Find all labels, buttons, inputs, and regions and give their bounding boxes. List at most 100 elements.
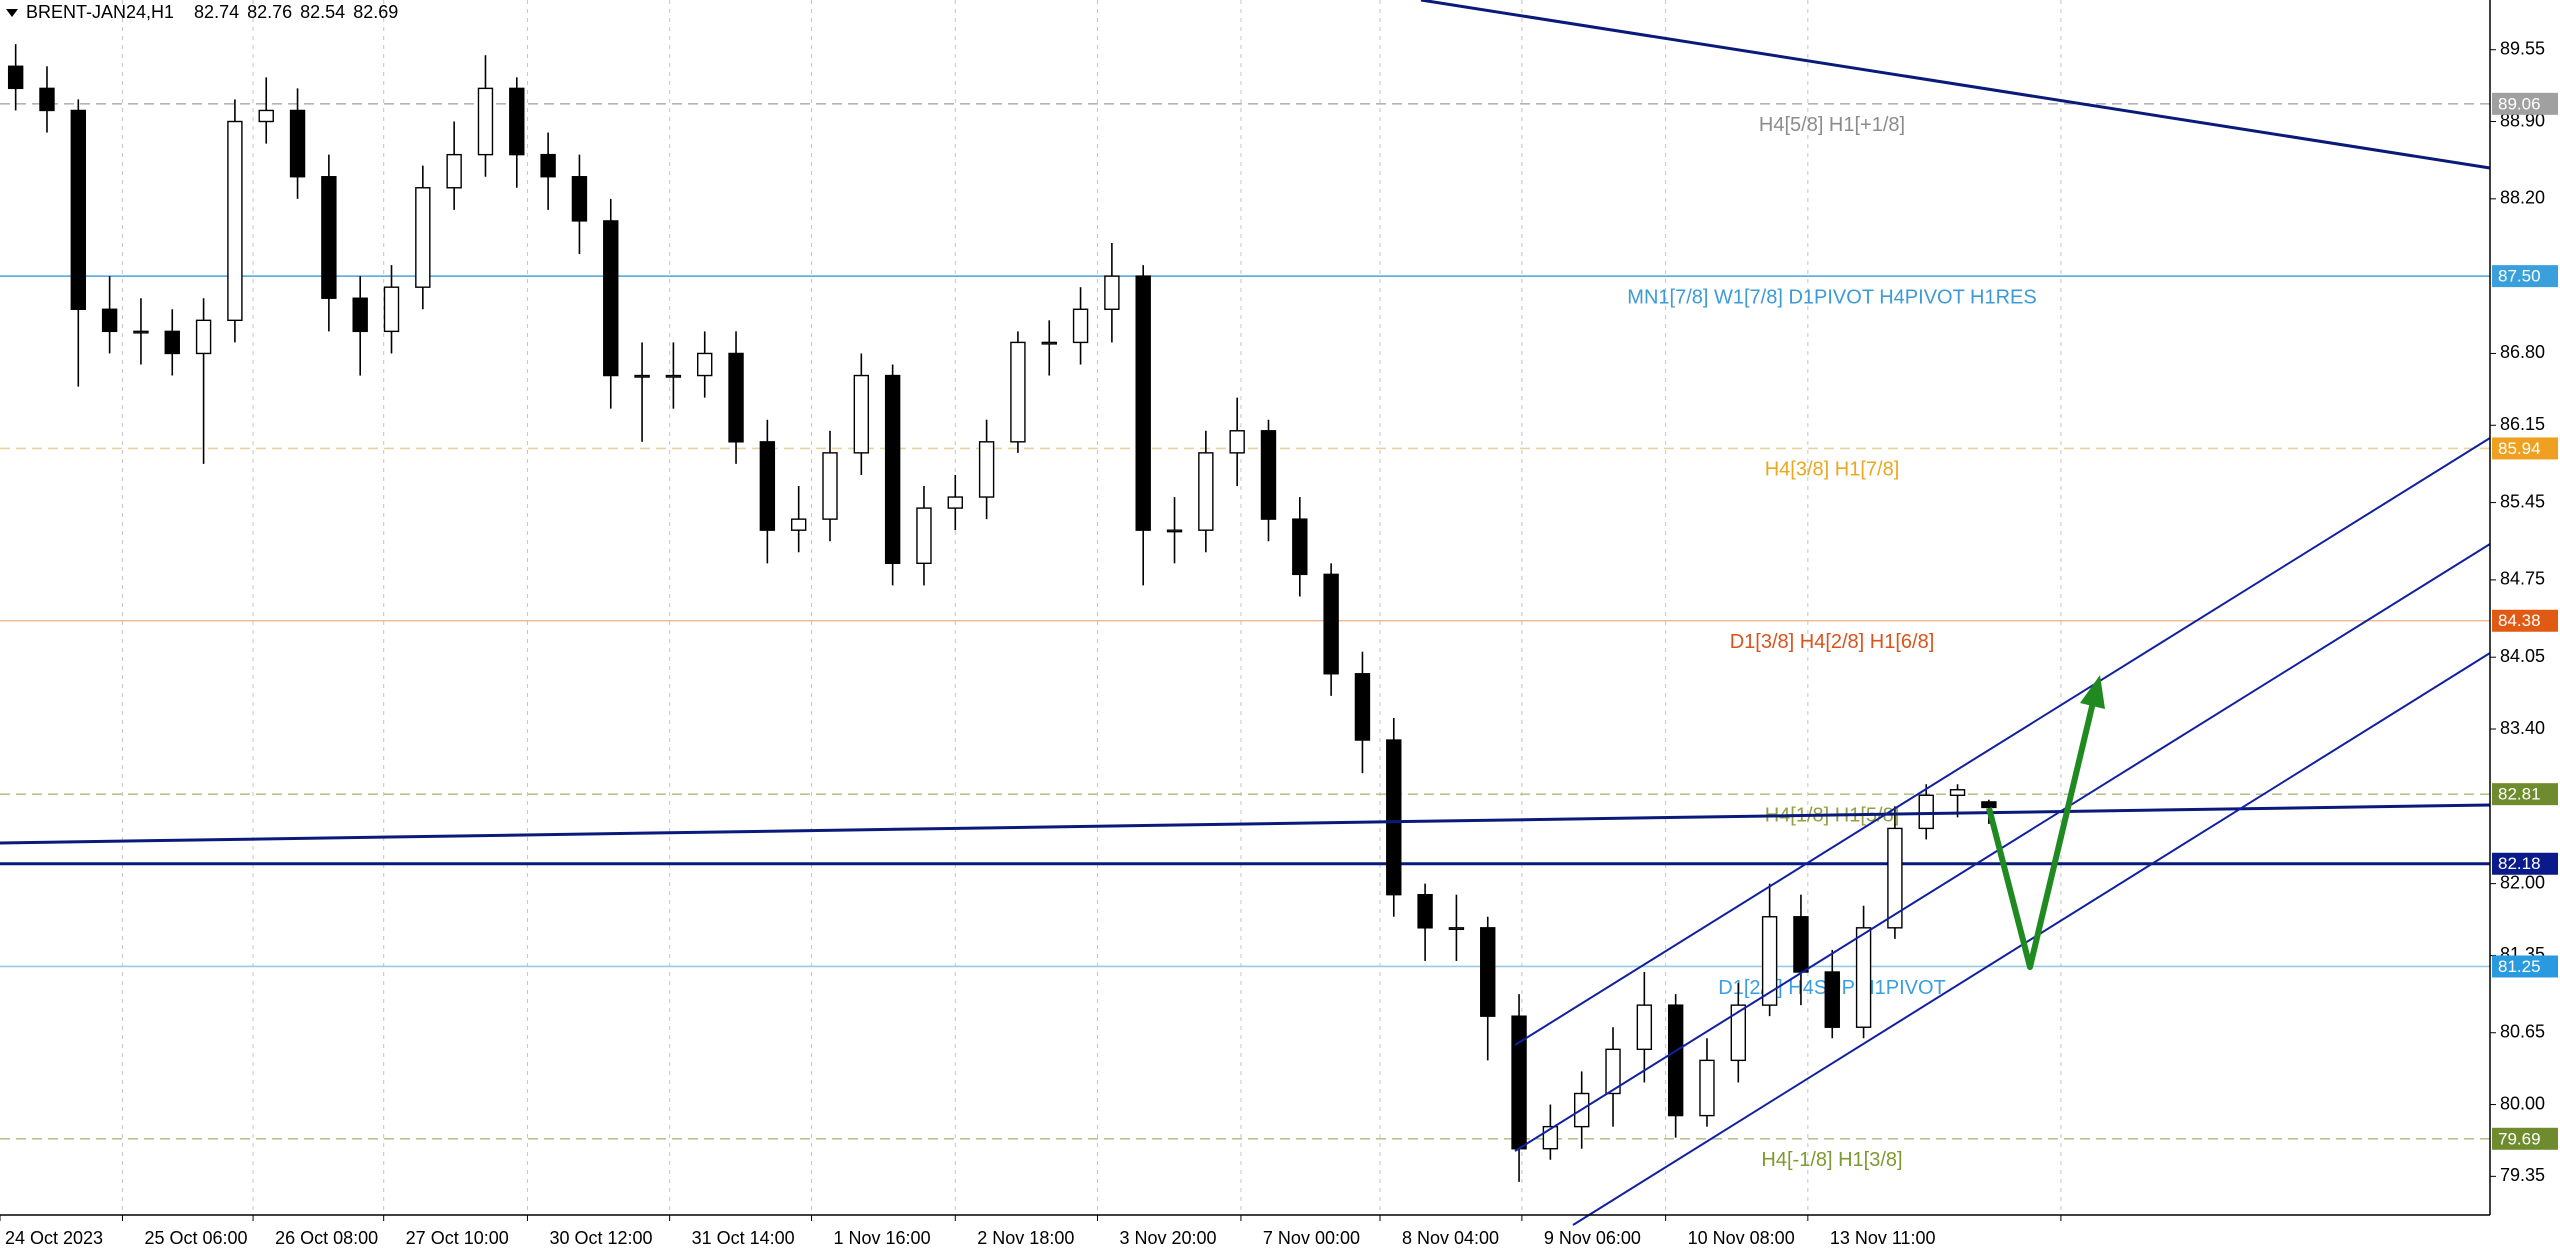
candle-body <box>352 297 368 333</box>
channel-lower <box>1572 652 2491 1226</box>
level-axis-box <box>2492 1127 2558 1150</box>
x-tick-label: 2 Nov 18:00 <box>977 1228 1074 1248</box>
candle-body <box>1135 275 1151 531</box>
level-axis-box <box>2492 852 2558 875</box>
candle-body <box>1887 827 1903 929</box>
y-tick-label: 84.05 <box>2500 646 2545 666</box>
level-axis-box <box>2492 783 2558 806</box>
last-high: 82.76 <box>247 2 292 22</box>
candle-body <box>540 153 556 178</box>
candle-body <box>1605 1048 1621 1095</box>
level-axis-label: 82.81 <box>2498 785 2541 804</box>
candle-body <box>133 330 149 334</box>
candle-body <box>1448 927 1465 931</box>
candle-body <box>415 187 431 288</box>
level-axis-box <box>2492 265 2558 288</box>
candle-body <box>1699 1059 1715 1117</box>
candle-body <box>1323 573 1339 675</box>
y-tick-label: 86.15 <box>2500 414 2545 434</box>
candle-body <box>258 109 274 123</box>
candle-body <box>1730 1004 1747 1062</box>
x-tick-label: 1 Nov 16:00 <box>834 1228 931 1248</box>
x-tick-label: 24 Oct 2023 <box>5 1228 103 1248</box>
candle-body <box>1166 529 1183 533</box>
candle-body <box>1918 794 1934 830</box>
x-tick-label: 3 Nov 20:00 <box>1119 1228 1216 1248</box>
channel-middle <box>1514 543 2491 1152</box>
candle-body <box>321 176 337 299</box>
candle-body <box>1855 927 1872 1028</box>
y-tick-label: 88.90 <box>2500 110 2545 130</box>
level-axis-box <box>2492 437 2558 460</box>
x-tick-label: 25 Oct 06:00 <box>144 1228 247 1248</box>
channel-upper <box>1514 437 2491 1046</box>
x-tick-label: 30 Oct 12:00 <box>549 1228 652 1248</box>
y-tick-label: 79.35 <box>2500 1165 2545 1185</box>
y-tick-label: 80.65 <box>2500 1022 2545 1042</box>
x-tick-label: 26 Oct 08:00 <box>275 1228 378 1248</box>
candle-body <box>634 374 650 378</box>
candle-body <box>665 374 682 378</box>
trend-line <box>0 803 2491 845</box>
arrow-head <box>2080 675 2105 709</box>
candle-body <box>884 374 901 565</box>
candle-body <box>39 87 55 112</box>
level-name: H4[5/8] H1[+1/8] <box>1759 114 1905 136</box>
level-axis-label: 84.38 <box>2498 611 2541 630</box>
last-close: 82.69 <box>353 2 398 22</box>
candle-body <box>1636 1004 1653 1051</box>
x-tick-label: 9 Nov 06:00 <box>1544 1228 1641 1248</box>
level-name: MN1[7/8] W1[7/8] D1PIVOT H4PIVOT H1RES <box>1627 286 2036 308</box>
candle-body <box>571 176 588 222</box>
level-axis-label: 82.18 <box>2498 854 2541 873</box>
candle-body <box>1667 1004 1684 1117</box>
grid <box>121 0 2062 1215</box>
levels: H4[5/8] H1[+1/8] MN1[7/8] W1[7/8] D1PIVOT… <box>0 103 2490 1171</box>
candle-body <box>227 120 243 322</box>
level-axis-label: 79.69 <box>2498 1129 2541 1148</box>
x-tick-label: 27 Oct 10:00 <box>406 1228 509 1248</box>
level-name: D1[3/8] H4[2/8] H1[6/8] <box>1730 631 1935 653</box>
candle-body <box>164 330 180 355</box>
candle-body <box>916 507 932 565</box>
candle-body <box>7 65 24 90</box>
level-axis-label: 81.25 <box>2498 957 2541 976</box>
candle-body <box>477 87 494 156</box>
candle-body <box>1292 518 1308 576</box>
x-tick-label: 10 Nov 08:00 <box>1688 1228 1795 1248</box>
candle-body <box>728 352 744 443</box>
candle-body <box>603 220 619 377</box>
candle-body <box>101 308 118 333</box>
candle-body <box>289 109 306 178</box>
y-tick-label: 84.75 <box>2500 569 2545 589</box>
level-axis-box <box>2492 955 2558 978</box>
y-tick-label: 89.55 <box>2500 38 2545 58</box>
y-tick-label: 80.00 <box>2500 1093 2545 1113</box>
level-axis-label: 89.06 <box>2498 94 2541 113</box>
candle-body <box>1793 916 1809 973</box>
candle-body <box>947 496 963 509</box>
forecast-arrow <box>1986 693 2098 970</box>
candle-body <box>1198 452 1214 531</box>
trend-line <box>1420 0 2491 170</box>
y-tick-label: 85.45 <box>2500 491 2545 511</box>
level-axis-box <box>2492 92 2558 115</box>
candle-body <box>1761 916 1778 1006</box>
y-tick-label: 86.80 <box>2500 342 2545 362</box>
last-low: 82.54 <box>300 2 345 22</box>
candle-body <box>1480 927 1496 1017</box>
candle-body <box>1072 308 1089 344</box>
symbol-title: BRENT-JAN24,H1 <box>26 2 174 22</box>
candle-body <box>1949 789 1966 796</box>
candle-body <box>1354 673 1371 741</box>
menu-triangle <box>6 9 18 17</box>
y-tick-label: 88.20 <box>2500 188 2545 208</box>
x-tick-label: 7 Nov 00:00 <box>1263 1228 1360 1248</box>
candle-body <box>1010 341 1026 443</box>
level-axis-label: 87.50 <box>2498 267 2541 286</box>
candle-body <box>697 352 713 377</box>
last-open: 82.74 <box>194 2 239 22</box>
